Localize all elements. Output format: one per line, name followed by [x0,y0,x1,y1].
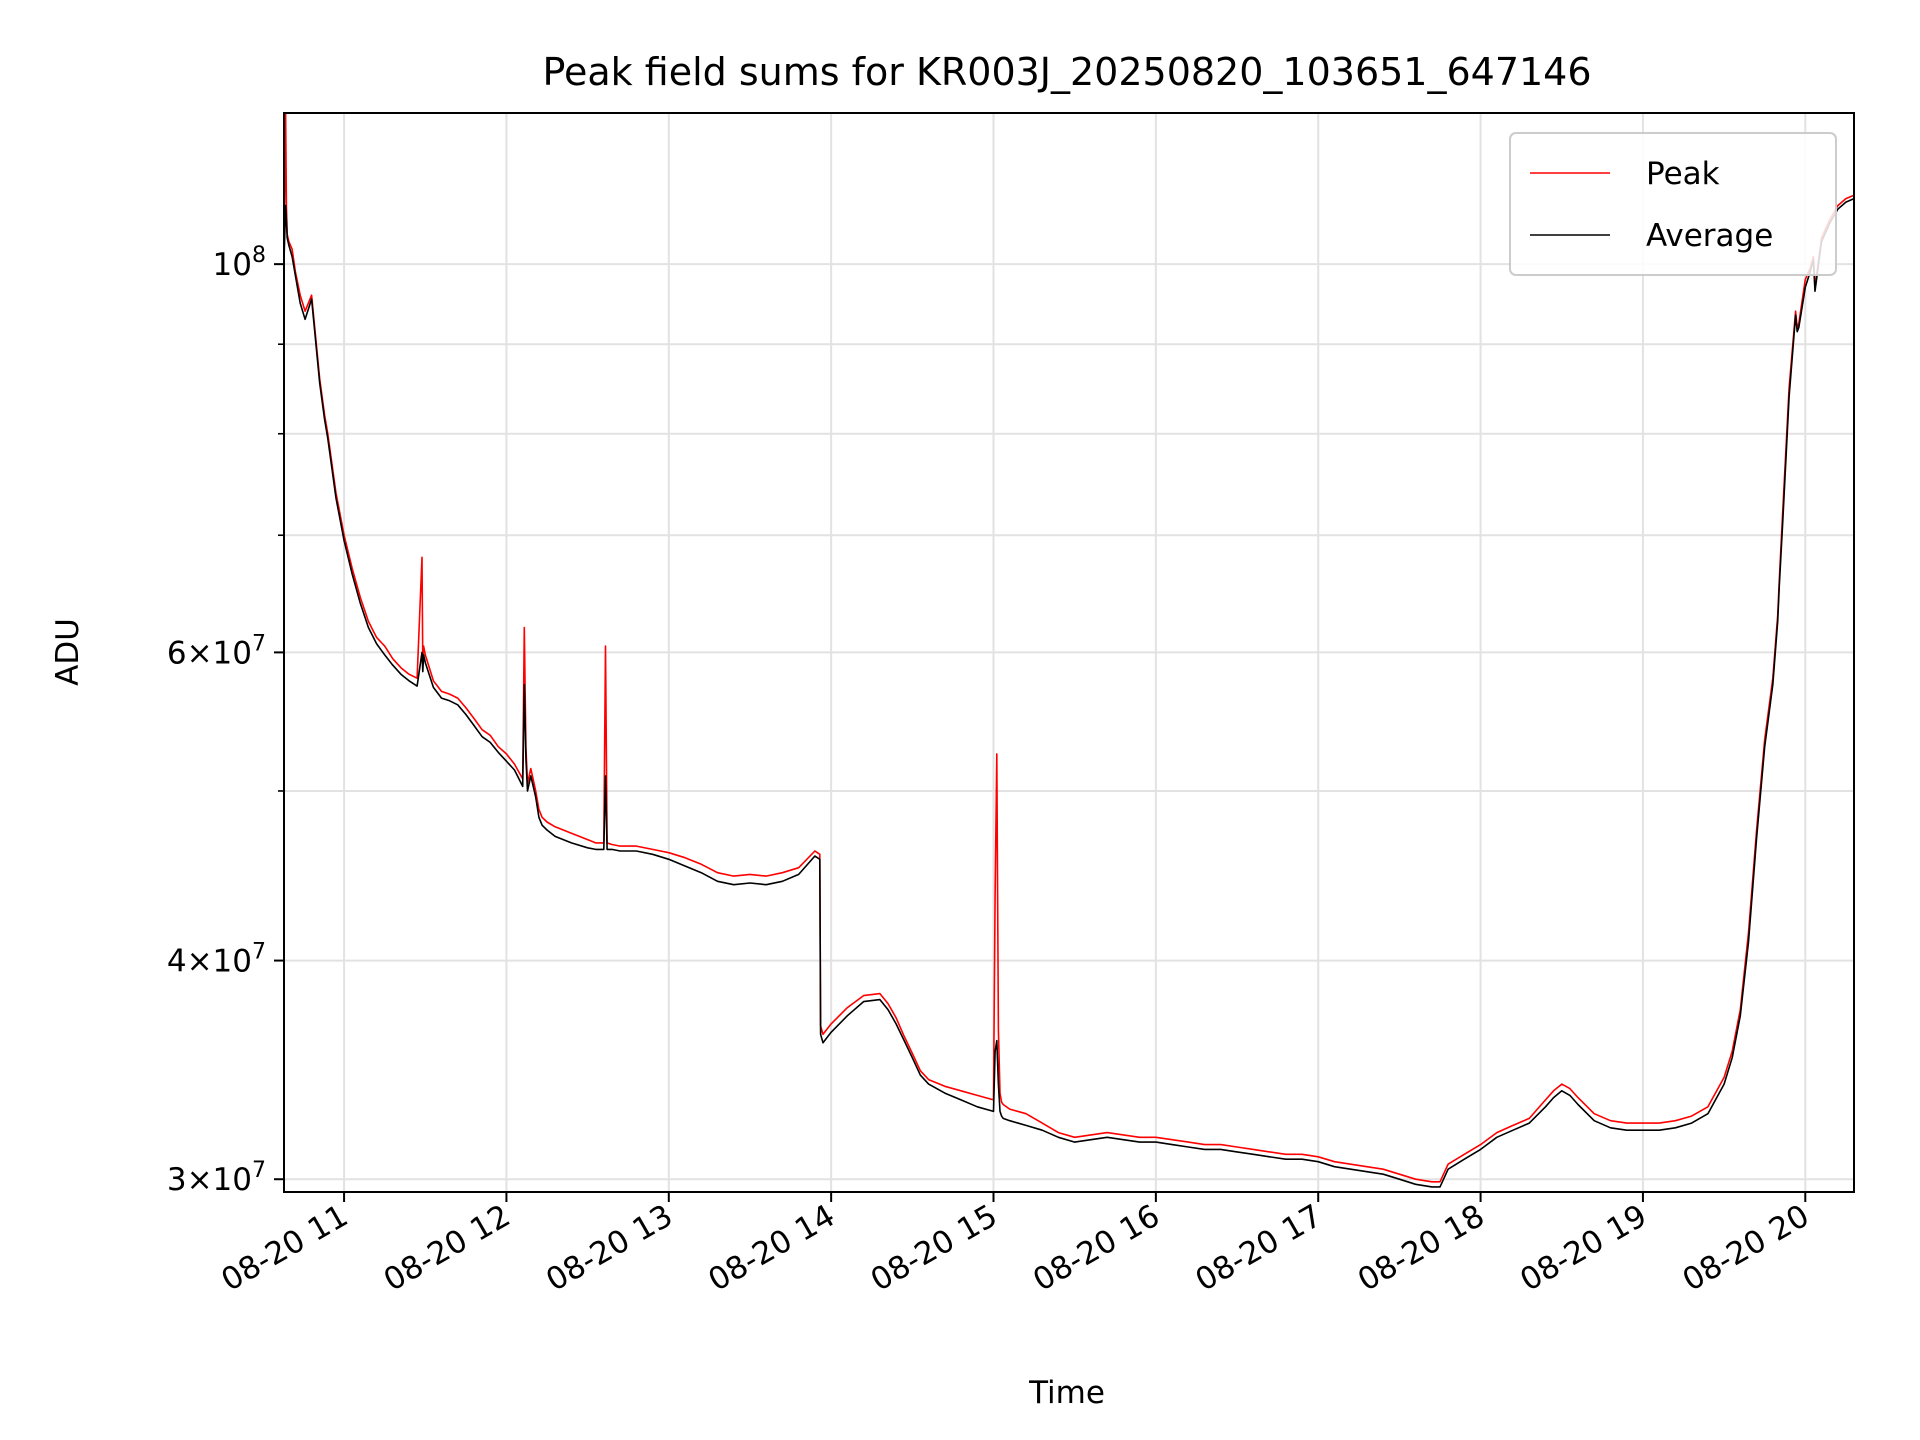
x-axis-label: Time [1028,1375,1105,1411]
y-tick-label: 4×107 [167,940,266,980]
legend: Peak Average [1509,132,1837,276]
chart-title: Peak field sums for KR003J_20250820_1036… [542,50,1591,94]
grid [284,113,1854,1192]
legend-label-peak: Peak [1646,156,1720,192]
series-layer [284,113,1854,1188]
y-axis: 3×107 4×107 6×107 108 [167,243,284,1198]
y-tick-label: 6×107 [167,631,266,671]
y-axis-label: ADU [50,618,86,686]
legend-box [1509,132,1837,276]
series-line-average [284,197,1854,1188]
y-tick-label: 3×107 [167,1158,266,1198]
series-line-peak [284,113,1854,1183]
legend-label-average: Average [1646,218,1773,254]
y-tick-label: 108 [213,243,266,283]
